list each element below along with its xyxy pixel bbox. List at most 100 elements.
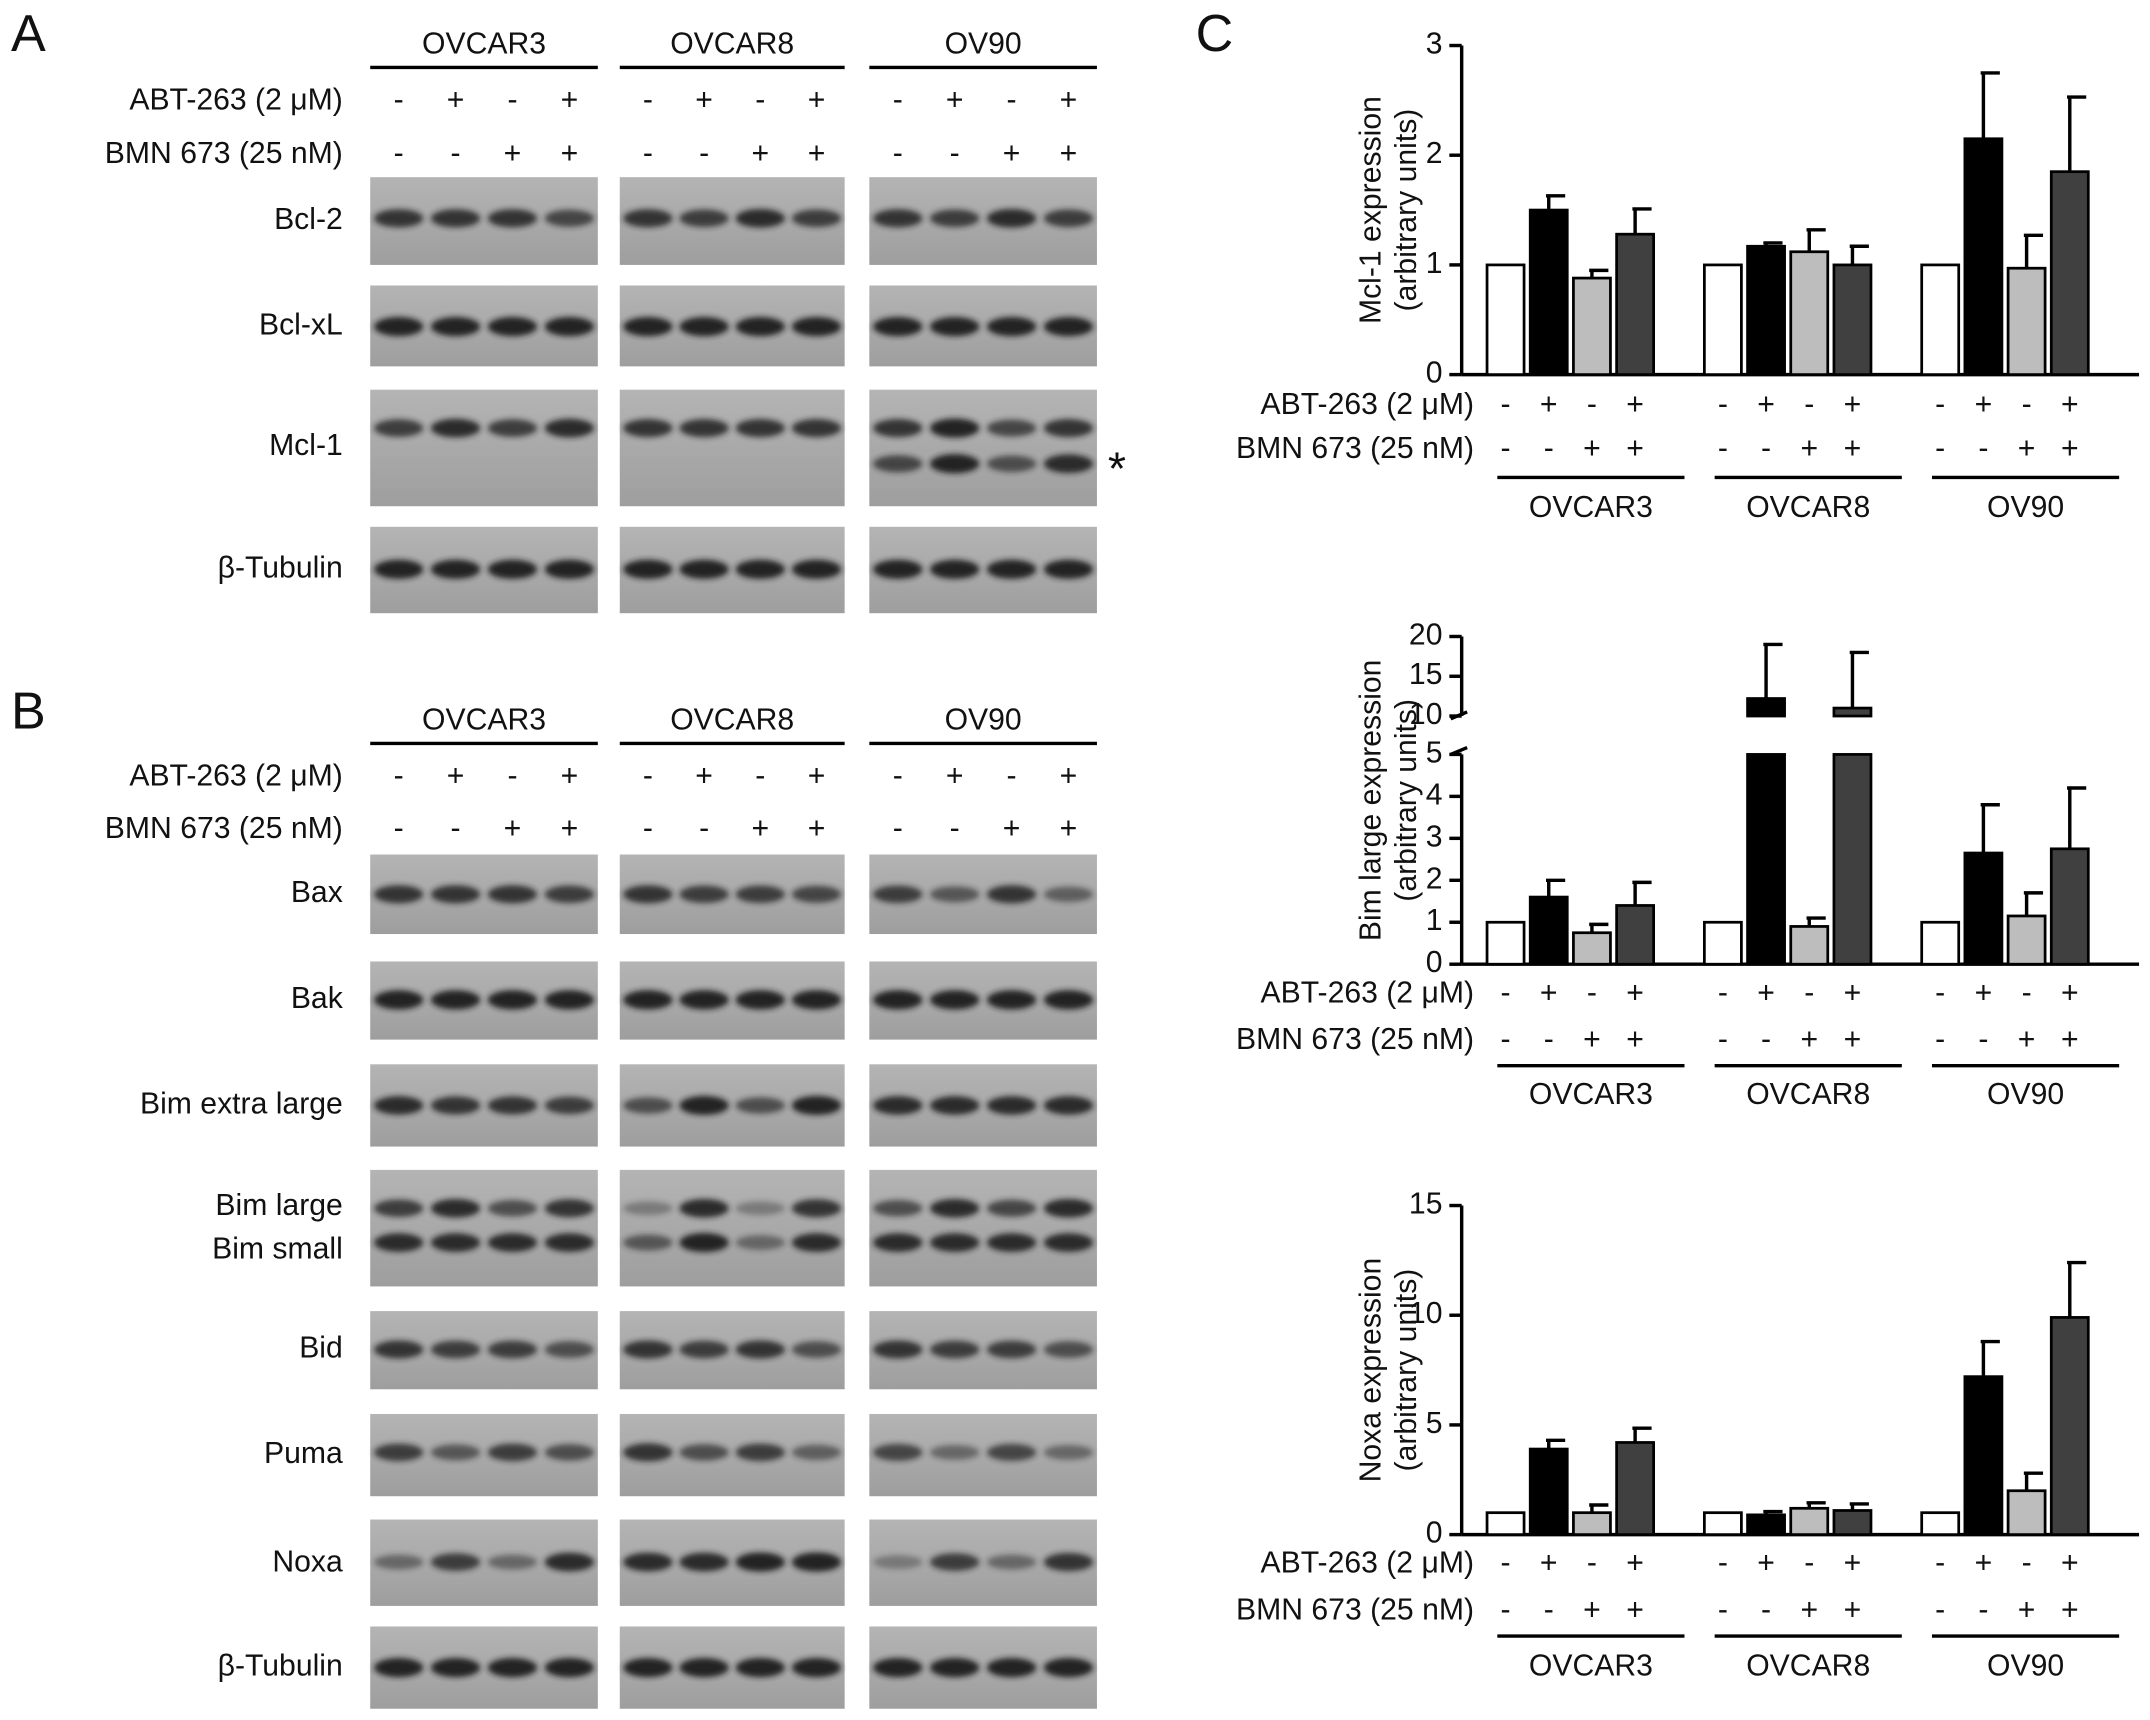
treatment-sign: - [643,812,653,845]
treatment-sign: + [1003,137,1021,170]
treatment-sign: - [699,137,709,170]
protein-band [623,209,673,228]
cell-line-label: OVCAR3 [422,27,546,60]
protein-band [430,1096,481,1115]
treatment-sign: + [752,137,770,170]
protein-band [735,1443,785,1462]
protein-band [929,454,980,474]
treatment-sign: - [1718,976,1728,1009]
treatment-sign: + [1844,1593,1862,1626]
protein-label: Bid [299,1331,343,1364]
protein-band [1043,1198,1094,1218]
protein-band [873,419,923,438]
treatment-sign: + [1626,976,1644,1009]
treatment-sign: - [1007,760,1017,793]
protein-band [1043,886,1094,902]
protein-band [679,1198,729,1218]
treatment-sign: + [1003,812,1021,845]
bar [2049,170,2090,376]
protein-band [373,209,424,228]
treatment-sign: + [2061,1593,2079,1626]
protein-label: Puma [264,1437,343,1470]
y-axis-label: (arbitrary units) [1390,109,1423,312]
treatment-sign: + [1626,1023,1644,1056]
protein-band [544,885,595,904]
protein-band [544,1233,595,1252]
protein-band [430,559,481,579]
treatment-sign: + [695,760,713,793]
protein-band [430,885,481,904]
protein-band [487,209,538,228]
bar [1963,1375,2004,1536]
blot-film [370,1169,598,1287]
protein-band [1043,454,1094,474]
group-label: OVCAR8 [1746,1650,1870,1683]
protein-band [430,1553,481,1571]
bar [1485,1511,1526,1536]
protein-band [487,1658,538,1678]
protein-band [735,1340,785,1359]
protein-band [373,1443,424,1462]
protein-band [986,1340,1037,1359]
treatment-sign: + [2061,976,2079,1009]
protein-band [929,1444,980,1460]
protein-label: Bim small [212,1233,343,1266]
protein-band [623,885,673,904]
treatment-sign: + [504,137,522,170]
y-tick-label: 10 [1409,698,1443,731]
cell-line-label: OVCAR8 [670,703,794,736]
group-label: OVCAR3 [1529,1650,1653,1683]
protein-band [986,990,1037,1010]
protein-band [986,1233,1037,1252]
treatment-sign: + [561,137,579,170]
protein-label: Bcl-2 [274,203,343,236]
treatment-sign: - [394,812,404,845]
treatment-label: ABT-263 (2 μM) [129,84,342,117]
protein-band [791,559,842,579]
y-tick-label: 1 [1426,904,1443,937]
protein-band [791,209,842,228]
treatment-sign: - [893,137,903,170]
blot-film [869,389,1097,507]
protein-band [986,419,1037,437]
protein-band [1043,1552,1094,1572]
bar [1615,1441,1656,1536]
protein-band [679,885,729,904]
bar [1789,925,1830,966]
bar [1615,232,1656,376]
protein-label: Bim extra large [140,1087,343,1120]
y-axis-label: (arbitrary units) [1390,1269,1423,1472]
protein-band [487,1233,538,1252]
protein-band [373,1340,424,1359]
y-tick-label: 15 [1409,1188,1443,1221]
protein-label: Bcl-xL [259,309,343,342]
treatment-sign: - [893,760,903,793]
protein-band [544,990,595,1010]
y-tick-label: 3 [1426,27,1443,60]
treatment-sign: + [1757,1547,1775,1580]
treatment-sign: + [2018,432,2036,465]
bar [1832,753,1873,966]
protein-band [986,885,1037,904]
protein-band [791,419,842,438]
protein-band [735,1201,785,1216]
treatment-sign: + [561,812,579,845]
protein-band [487,990,538,1010]
protein-band [487,1443,538,1462]
protein-band [929,886,980,903]
treatment-sign: - [1935,432,1945,465]
bar [1832,1509,1873,1536]
group-label: OVCAR3 [1529,1078,1653,1111]
protein-band [1043,1233,1094,1252]
protein-band [1043,419,1094,438]
protein-band [986,208,1037,228]
protein-band [679,1340,729,1359]
protein-band [679,209,729,228]
protein-band [735,885,785,904]
treatment-sign: - [2022,388,2032,421]
protein-band [430,209,481,228]
bar [1702,263,1743,376]
bar [1963,851,2004,966]
panel-letter: B [11,682,46,740]
